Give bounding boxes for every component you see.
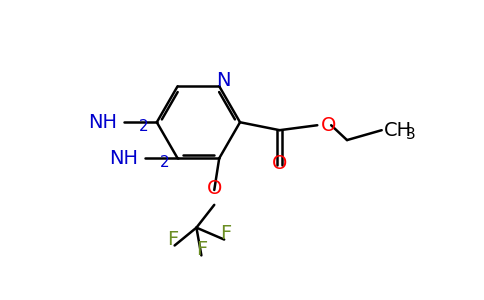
- Text: NH: NH: [109, 149, 138, 168]
- Text: NH: NH: [88, 113, 117, 132]
- Text: 3: 3: [406, 127, 415, 142]
- Text: N: N: [216, 71, 230, 90]
- Text: F: F: [167, 230, 178, 249]
- Text: F: F: [221, 224, 232, 244]
- Text: O: O: [207, 179, 222, 198]
- Text: O: O: [321, 116, 337, 135]
- Text: CH: CH: [384, 121, 412, 140]
- Text: O: O: [272, 154, 287, 173]
- Text: 2: 2: [139, 119, 149, 134]
- Text: 2: 2: [160, 155, 169, 170]
- Text: F: F: [196, 240, 207, 260]
